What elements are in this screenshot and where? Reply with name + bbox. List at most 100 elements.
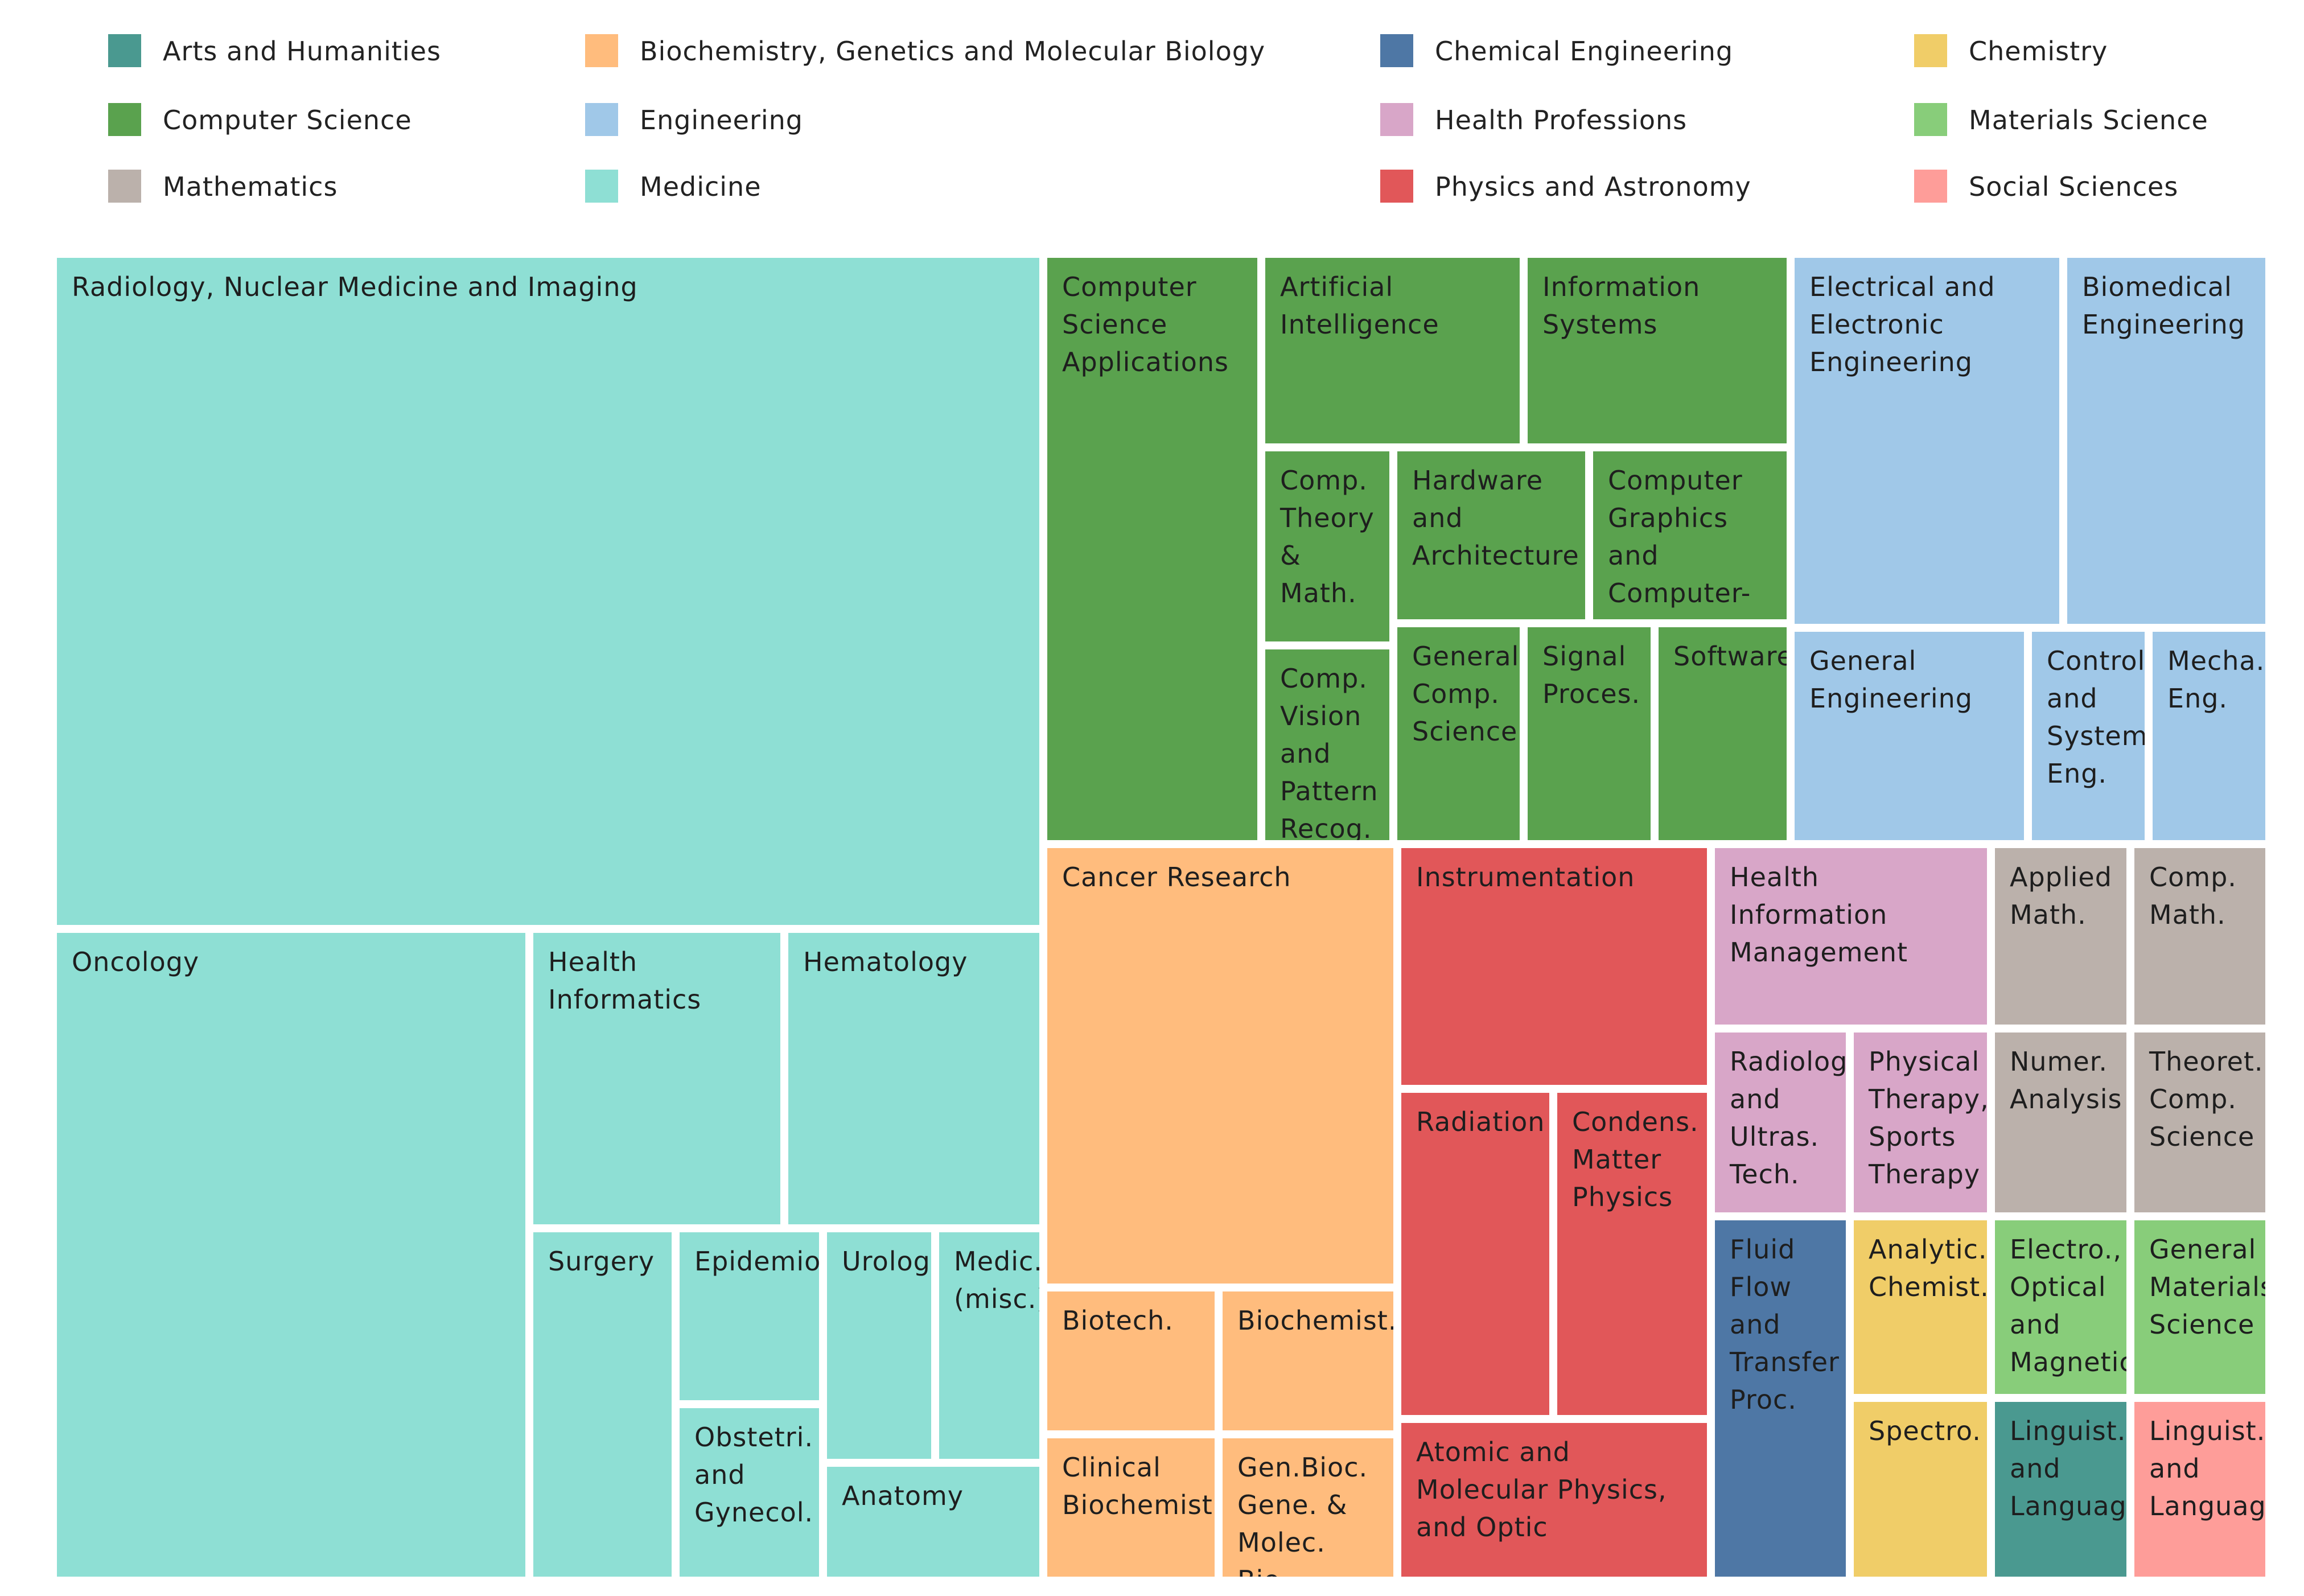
treemap-tile-label: Linguist. and Language [2149, 1416, 2266, 1521]
legend-label: Social Sciences [1969, 171, 2179, 202]
treemap-tile[interactable]: Epidemiol. [676, 1228, 823, 1404]
treemap-tile-label: Mecha. Eng. [2167, 645, 2265, 714]
treemap-tile[interactable]: Radiolog. and Ultras. Tech. [1711, 1029, 1850, 1216]
legend-label: Physics and Astronomy [1435, 171, 1751, 202]
legend-swatch [108, 170, 141, 203]
treemap-tile-label: Linguist. and Language [2010, 1416, 2130, 1521]
legend-label: Mathematics [163, 171, 338, 202]
treemap-tile[interactable]: Medic. (misc.) [935, 1228, 1043, 1463]
treemap-tile-label: Clinical Biochemist. [1062, 1452, 1219, 1520]
treemap-tile[interactable]: Biochemist. [1219, 1288, 1397, 1434]
treemap-tile-label: Radiolog. and Ultras. Tech. [1730, 1046, 1850, 1190]
treemap-tile[interactable]: Cancer Research [1043, 844, 1397, 1288]
treemap-tile[interactable]: Comp. Math. [2130, 844, 2269, 1029]
legend-swatch [1914, 103, 1947, 136]
treemap-tile[interactable]: Linguist. and Language [2130, 1398, 2269, 1581]
treemap-tile-label: Health Information Management [1730, 862, 1908, 968]
legend-swatch [1380, 34, 1413, 67]
treemap-tile[interactable]: General Engineering [1791, 628, 2028, 844]
treemap-tile[interactable]: Analytic. Chemist. [1850, 1216, 1991, 1398]
treemap-tile[interactable]: Signal Proces. [1524, 623, 1655, 844]
treemap-tile[interactable]: Health Information Management [1711, 844, 1991, 1029]
treemap-tile[interactable]: Urolog. [823, 1228, 935, 1463]
treemap-tile[interactable]: Atomic and Molecular Physics, and Optic [1397, 1419, 1711, 1581]
treemap-tile-label: Epidemiol. [694, 1246, 821, 1277]
treemap-tile[interactable]: Gen.Bioc. Gene. & Molec. Bio. [1219, 1434, 1397, 1581]
treemap-tile[interactable]: Mecha. Eng. [2149, 628, 2269, 844]
treemap-tile[interactable]: Surgery [529, 1228, 676, 1581]
legend-swatch [585, 34, 618, 67]
treemap-tile[interactable]: Comp. Vision and Pattern Recog. [1261, 645, 1393, 844]
treemap-tile[interactable]: Hematology [784, 929, 1043, 1228]
legend-label: Biochemistry, Genetics and Molecular Bio… [640, 36, 1266, 67]
treemap-tile-label: Biotech. [1062, 1305, 1174, 1336]
legend-swatch [585, 103, 618, 136]
legend-label: Chemical Engineering [1435, 36, 1734, 67]
treemap-tile[interactable]: Comp. Theory & Math. [1261, 447, 1393, 645]
treemap-tile[interactable]: Theoret. Comp. Science [2130, 1029, 2269, 1216]
treemap-tile-label: Gen.Bioc. Gene. & Molec. Bio. [1237, 1452, 1368, 1581]
legend-swatch [1380, 170, 1413, 203]
legend-label: Materials Science [1969, 105, 2208, 135]
treemap-tile[interactable]: Spectro. [1850, 1398, 1991, 1581]
treemap-tile[interactable]: Applied Math. [1991, 844, 2130, 1029]
legend-label: Medicine [640, 171, 762, 202]
treemap-tile[interactable]: Computer Science Applications [1043, 254, 1261, 844]
treemap-tile[interactable]: Software [1655, 623, 1791, 844]
treemap-tile[interactable]: Biotech. [1043, 1288, 1219, 1434]
treemap-tile-label: Atomic and Molecular Physics, and Optic [1416, 1437, 1667, 1542]
treemap-tile[interactable]: Biomedical Engineering [2063, 254, 2269, 628]
treemap-tile[interactable]: Clinical Biochemist. [1043, 1434, 1219, 1581]
treemap-tile[interactable]: Electrical and Electronic Engineering [1791, 254, 2063, 628]
treemap-tile-label: Health Informatics [548, 947, 702, 1015]
treemap-tile-label: Software [1673, 641, 1791, 672]
treemap-tile-label: Biochemist. [1237, 1305, 1397, 1336]
treemap-tile-label: Control and Systems Eng. [2047, 645, 2148, 789]
legend-label: Engineering [640, 105, 803, 135]
legend-label: Arts and Humanities [163, 36, 441, 67]
legend-label: Health Professions [1435, 105, 1688, 135]
legend-label: Chemistry [1969, 36, 2108, 67]
treemap-tile[interactable]: Computer Graphics and Computer-Aided Des… [1589, 447, 1791, 623]
treemap-tile[interactable]: Instrumentation [1397, 844, 1711, 1089]
treemap-tile-label: Theoret. Comp. Science [2149, 1046, 2264, 1152]
treemap-tile[interactable]: General Comp. Science [1393, 623, 1524, 844]
legend-label: Computer Science [163, 105, 412, 135]
treemap-tile-label: Surgery [548, 1246, 655, 1277]
treemap-tile[interactable]: Health Informatics [529, 929, 784, 1228]
treemap-tile[interactable]: Electro., Optical and Magnetic [1991, 1216, 2130, 1398]
treemap-tile[interactable]: Information Systems [1524, 254, 1791, 447]
treemap-tile[interactable]: Numer. Analysis [1991, 1029, 2130, 1216]
treemap-tile-label: General Engineering [1809, 645, 1973, 714]
treemap-tile[interactable]: Linguist. and Language [1991, 1398, 2130, 1581]
treemap-tile-label: Analytic. Chemist. [1869, 1234, 1989, 1302]
treemap-tile[interactable]: Fluid Flow and Transfer Proc. [1711, 1216, 1850, 1581]
treemap-tile-label: General Comp. Science [1412, 641, 1520, 747]
treemap-tile-label: Physical Therapy, Sports Therapy [1869, 1046, 1989, 1190]
treemap-tile[interactable]: Artificial Intelligence [1261, 254, 1524, 447]
treemap-tile[interactable]: Control and Systems Eng. [2028, 628, 2149, 844]
treemap-tile-label: Hematology [803, 947, 968, 977]
treemap-tile-label: Comp. Vision and Pattern Recog. [1280, 663, 1379, 844]
treemap-tile-label: Fluid Flow and Transfer Proc. [1730, 1234, 1840, 1415]
treemap-tile[interactable]: Oncology [53, 929, 529, 1581]
treemap-tile[interactable]: Condens. Matter Physics [1553, 1089, 1711, 1419]
treemap-tile-label: Electro., Optical and Magnetic [2010, 1234, 2130, 1377]
treemap-tile-label: Artificial Intelligence [1280, 272, 1439, 340]
treemap-tile-label: Cancer Research [1062, 862, 1291, 892]
legend-swatch [108, 34, 141, 67]
legend-swatch [1914, 170, 1947, 203]
treemap-tile[interactable]: Hardware and Architecture [1393, 447, 1589, 623]
treemap-tile-label: Comp. Theory & Math. [1280, 465, 1375, 608]
treemap-tile[interactable]: Radiology, Nuclear Medicine and Imaging [53, 254, 1043, 929]
treemap-tile[interactable]: Anatomy [823, 1463, 1043, 1581]
treemap-tile[interactable]: General Materials Science [2130, 1216, 2269, 1398]
treemap-tile-label: Hardware and Architecture [1412, 465, 1579, 571]
treemap-tile-label: Computer Science Applications [1062, 272, 1229, 377]
treemap-tile[interactable]: Radiation [1397, 1089, 1553, 1419]
treemap-tile-label: Electrical and Electronic Engineering [1809, 272, 1996, 377]
treemap-tile[interactable]: Physical Therapy, Sports Therapy [1850, 1029, 1991, 1216]
treemap-tile[interactable]: Obstetri. and Gynecol. [676, 1404, 823, 1581]
treemap-tile-label: Information Systems [1542, 272, 1701, 340]
